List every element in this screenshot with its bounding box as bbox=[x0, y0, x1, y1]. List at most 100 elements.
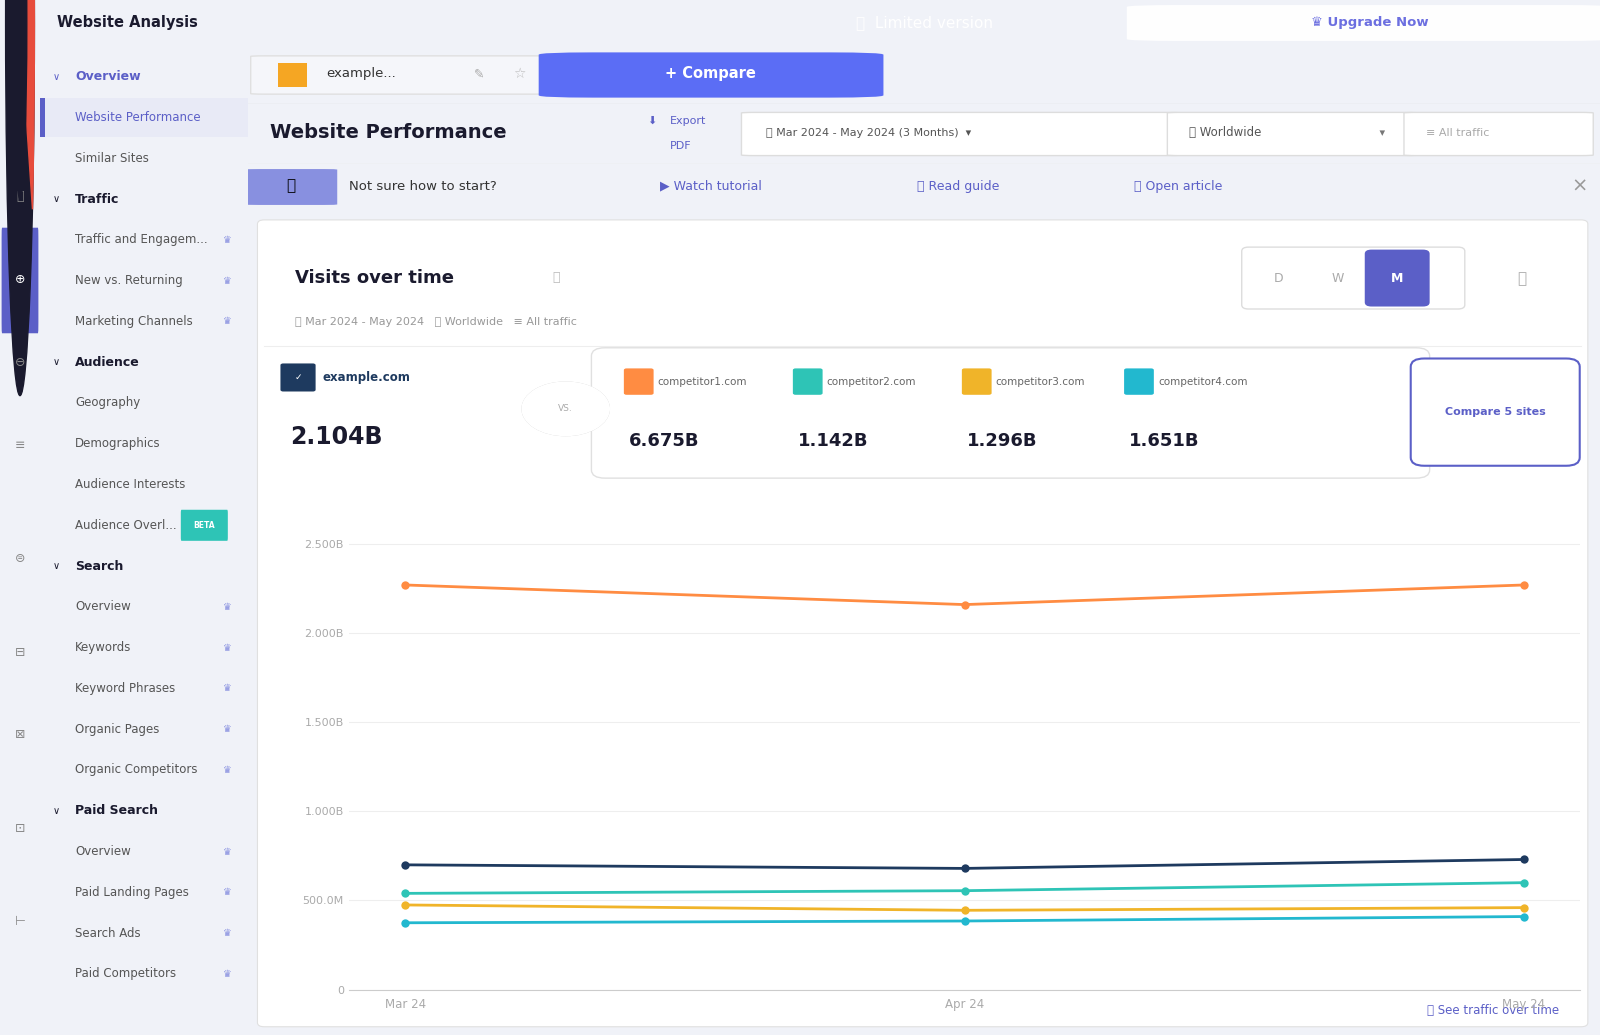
Text: ♛: ♛ bbox=[222, 724, 232, 734]
Text: ⊟: ⊟ bbox=[14, 646, 26, 658]
FancyBboxPatch shape bbox=[245, 169, 338, 205]
Text: ∨: ∨ bbox=[53, 561, 59, 571]
Text: ♛: ♛ bbox=[222, 643, 232, 653]
FancyBboxPatch shape bbox=[1411, 358, 1579, 466]
Text: Search: Search bbox=[75, 560, 123, 572]
Text: ⓘ: ⓘ bbox=[552, 271, 560, 285]
Text: ≡: ≡ bbox=[14, 439, 26, 451]
Text: 6.675B: 6.675B bbox=[629, 432, 699, 450]
Text: ∨: ∨ bbox=[53, 195, 59, 204]
Text: ♛: ♛ bbox=[222, 928, 232, 938]
Text: Not sure how to start?: Not sure how to start? bbox=[349, 180, 498, 193]
FancyBboxPatch shape bbox=[539, 53, 883, 97]
FancyBboxPatch shape bbox=[962, 368, 992, 394]
Text: W: W bbox=[1331, 272, 1344, 285]
Text: ⤴: ⤴ bbox=[1517, 271, 1526, 286]
Text: ♛: ♛ bbox=[222, 317, 232, 326]
Text: Audience Interests: Audience Interests bbox=[75, 478, 186, 491]
Text: example.com: example.com bbox=[322, 371, 410, 384]
Text: ✎: ✎ bbox=[474, 67, 485, 81]
Text: Website Performance: Website Performance bbox=[270, 123, 506, 142]
Text: competitor1.com: competitor1.com bbox=[658, 377, 747, 387]
Text: ∨: ∨ bbox=[53, 357, 59, 367]
Text: Similar Sites: Similar Sites bbox=[75, 152, 149, 165]
Text: 🌍 Worldwide: 🌍 Worldwide bbox=[1189, 126, 1261, 140]
Wedge shape bbox=[6, 0, 34, 209]
Text: ⊡: ⊡ bbox=[14, 822, 26, 834]
Text: 1.142B: 1.142B bbox=[798, 432, 869, 450]
Text: Paid Search: Paid Search bbox=[75, 804, 158, 818]
Text: Keyword Phrases: Keyword Phrases bbox=[75, 682, 176, 694]
FancyBboxPatch shape bbox=[1168, 113, 1418, 155]
FancyBboxPatch shape bbox=[794, 368, 822, 394]
Text: 🔗 Open article: 🔗 Open article bbox=[1133, 180, 1222, 193]
Text: ✓: ✓ bbox=[294, 373, 302, 382]
Text: BETA: BETA bbox=[194, 521, 214, 530]
Text: ▾: ▾ bbox=[1376, 127, 1384, 138]
FancyBboxPatch shape bbox=[1365, 249, 1430, 306]
Text: Website Analysis: Website Analysis bbox=[56, 16, 197, 30]
Text: ⊜: ⊜ bbox=[14, 553, 26, 565]
Text: 📖 Read guide: 📖 Read guide bbox=[917, 180, 1000, 193]
FancyBboxPatch shape bbox=[624, 368, 654, 394]
Text: ☆: ☆ bbox=[514, 67, 525, 81]
Text: ∨: ∨ bbox=[53, 805, 59, 816]
Text: 🔒 See traffic over time: 🔒 See traffic over time bbox=[1427, 1004, 1560, 1016]
Text: ♛: ♛ bbox=[222, 969, 232, 979]
Text: Audience Overl...: Audience Overl... bbox=[75, 519, 178, 532]
Text: D: D bbox=[1274, 272, 1283, 285]
Text: ⊠: ⊠ bbox=[14, 729, 26, 741]
Text: Organic Competitors: Organic Competitors bbox=[75, 764, 198, 776]
Bar bbox=[40, 98, 45, 137]
Text: Keywords: Keywords bbox=[75, 641, 131, 654]
Text: 1.651B: 1.651B bbox=[1130, 432, 1200, 450]
Circle shape bbox=[523, 382, 610, 436]
Text: PDF: PDF bbox=[670, 141, 691, 151]
FancyBboxPatch shape bbox=[1403, 113, 1594, 155]
FancyBboxPatch shape bbox=[592, 348, 1430, 478]
Bar bbox=[278, 63, 307, 87]
Text: Website Performance: Website Performance bbox=[75, 111, 202, 124]
Text: ▶ Watch tutorial: ▶ Watch tutorial bbox=[661, 180, 762, 193]
Text: + Compare: + Compare bbox=[666, 66, 755, 82]
Text: ♛: ♛ bbox=[222, 847, 232, 857]
FancyBboxPatch shape bbox=[282, 356, 552, 462]
Text: Audience: Audience bbox=[75, 356, 141, 368]
Text: Geography: Geography bbox=[75, 396, 141, 410]
Text: ⊖: ⊖ bbox=[14, 356, 26, 368]
Text: Overview: Overview bbox=[75, 70, 141, 83]
Text: 1.296B: 1.296B bbox=[966, 432, 1038, 450]
Text: ♛: ♛ bbox=[222, 275, 232, 286]
Text: ♛: ♛ bbox=[222, 601, 232, 612]
FancyBboxPatch shape bbox=[1242, 247, 1466, 309]
FancyBboxPatch shape bbox=[2, 228, 38, 333]
FancyBboxPatch shape bbox=[251, 56, 549, 94]
Text: ♛: ♛ bbox=[222, 683, 232, 693]
Text: Marketing Channels: Marketing Channels bbox=[75, 315, 194, 328]
Text: Organic Pages: Organic Pages bbox=[75, 722, 160, 736]
Text: Paid Competitors: Paid Competitors bbox=[75, 968, 176, 980]
Text: 🎓: 🎓 bbox=[286, 179, 296, 194]
Text: ♛ Upgrade Now: ♛ Upgrade Now bbox=[1312, 16, 1429, 29]
Text: Search Ads: Search Ads bbox=[75, 926, 141, 940]
Text: 〜: 〜 bbox=[16, 190, 24, 203]
Text: ⏱  Limited version: ⏱ Limited version bbox=[856, 16, 992, 30]
Text: Export: Export bbox=[670, 116, 706, 126]
FancyBboxPatch shape bbox=[1126, 5, 1600, 41]
Text: ♛: ♛ bbox=[222, 765, 232, 775]
Text: New vs. Returning: New vs. Returning bbox=[75, 274, 182, 287]
Text: 📅 Mar 2024 - May 2024 (3 Months)  ▾: 📅 Mar 2024 - May 2024 (3 Months) ▾ bbox=[766, 127, 971, 138]
Text: ×: × bbox=[1571, 177, 1587, 196]
Text: ♛: ♛ bbox=[222, 887, 232, 897]
Text: example...: example... bbox=[326, 67, 397, 81]
Text: Paid Landing Pages: Paid Landing Pages bbox=[75, 886, 189, 898]
Text: competitor2.com: competitor2.com bbox=[827, 377, 917, 387]
Text: Compare 5 sites: Compare 5 sites bbox=[1445, 407, 1546, 417]
Circle shape bbox=[6, 0, 35, 395]
Text: competitor4.com: competitor4.com bbox=[1158, 377, 1248, 387]
Text: Demographics: Demographics bbox=[75, 437, 162, 450]
Text: competitor3.com: competitor3.com bbox=[995, 377, 1085, 387]
FancyBboxPatch shape bbox=[181, 510, 227, 541]
Text: Overview: Overview bbox=[75, 600, 131, 614]
Circle shape bbox=[13, 0, 27, 199]
